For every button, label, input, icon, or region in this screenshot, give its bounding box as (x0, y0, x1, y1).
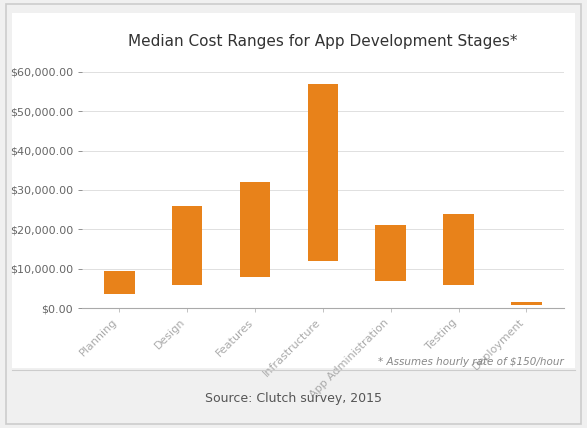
Title: Median Cost Ranges for App Development Stages*: Median Cost Ranges for App Development S… (128, 34, 518, 49)
Text: * Assumes hourly rate of $150/hour: * Assumes hourly rate of $150/hour (378, 357, 564, 367)
Bar (308, 83, 338, 261)
Bar (172, 206, 203, 285)
Text: Source: Clutch survey, 2015: Source: Clutch survey, 2015 (205, 392, 382, 404)
Bar (511, 302, 542, 305)
Bar (239, 182, 270, 276)
Bar (443, 214, 474, 285)
Bar (104, 271, 134, 294)
Bar (376, 226, 406, 281)
